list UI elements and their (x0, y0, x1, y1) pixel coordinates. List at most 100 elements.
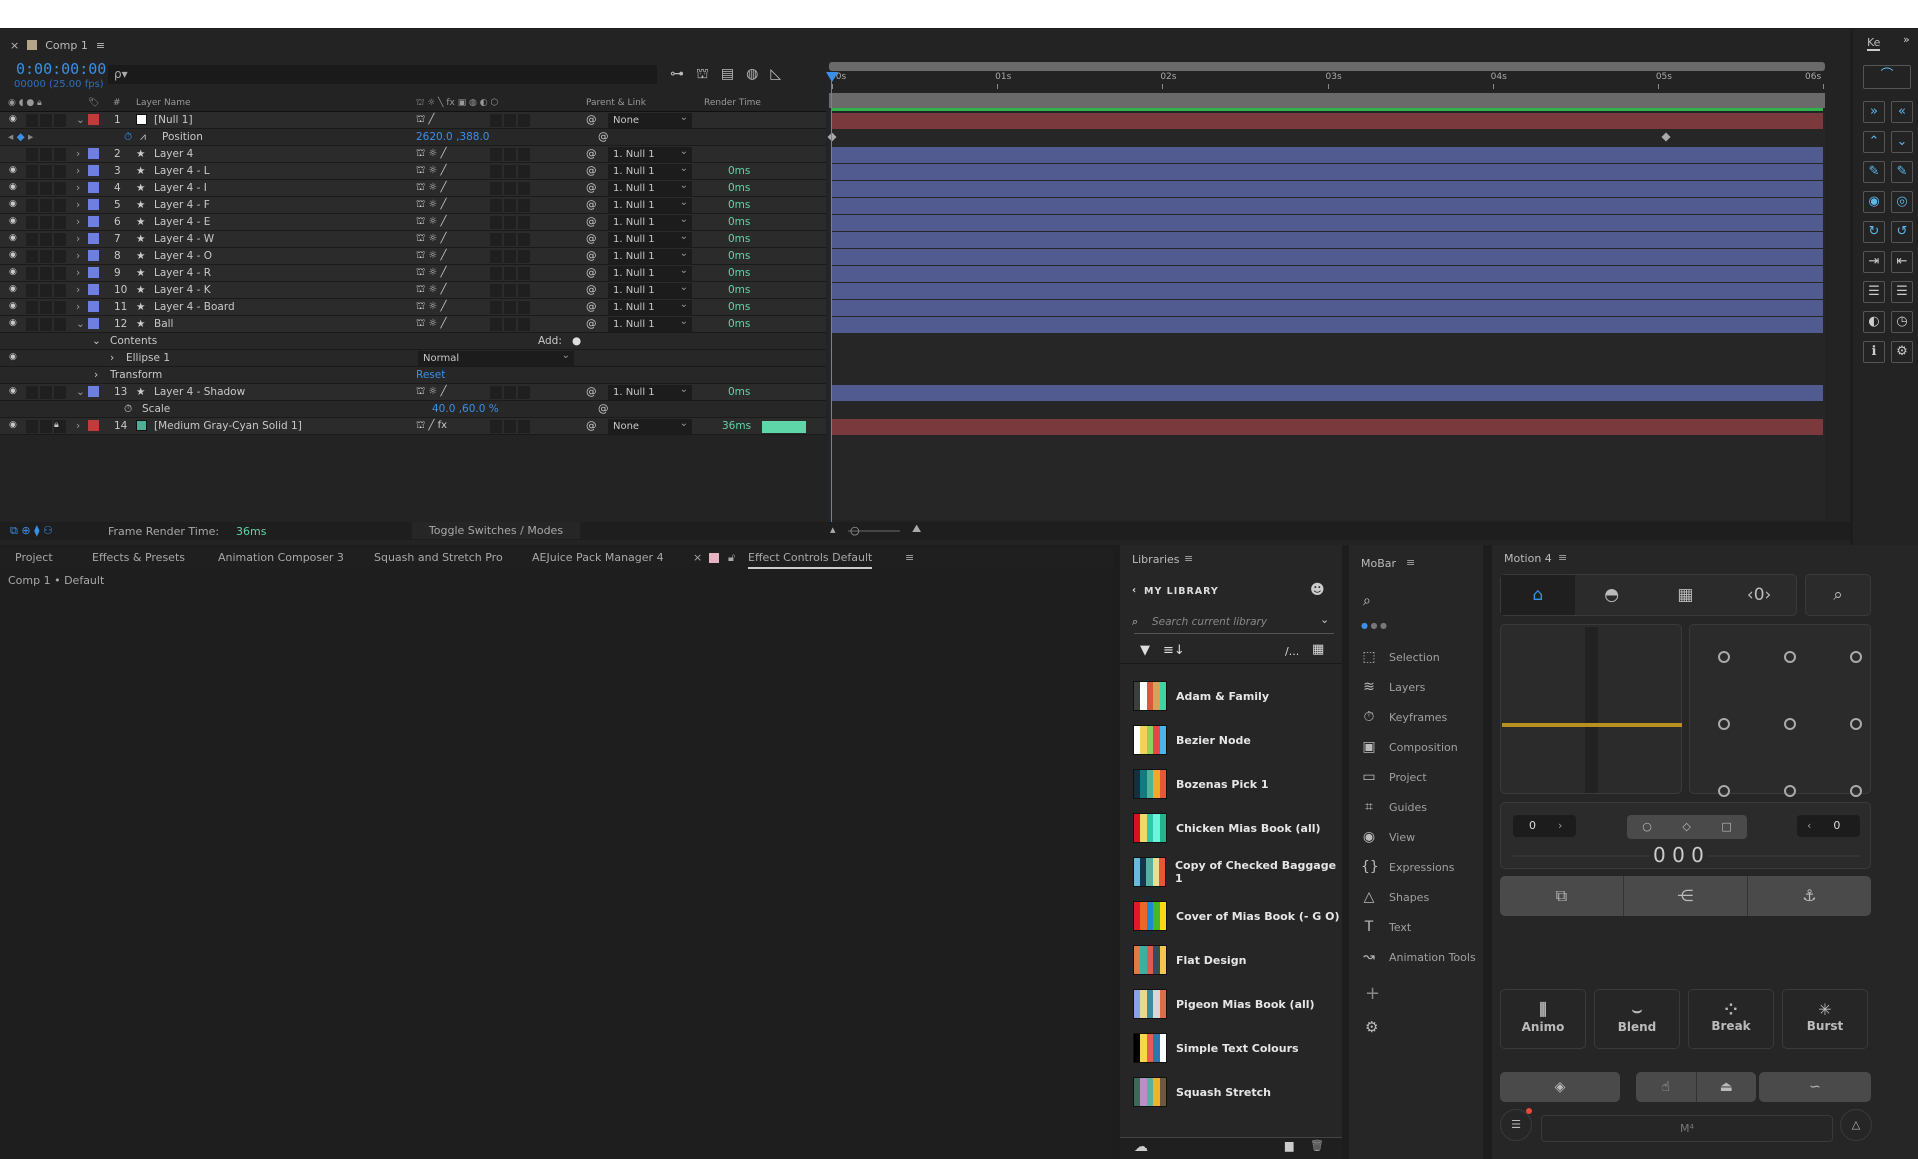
menu-icon[interactable]: ≡ (905, 551, 915, 564)
parent-dropdown[interactable]: 1. Null 1 (608, 314, 692, 332)
layer-duration-bar[interactable] (832, 147, 1823, 163)
circle-icon[interactable]: ○ (1642, 820, 1652, 833)
list-icon[interactable]: ☰ (1863, 281, 1885, 303)
parent-dropdown[interactable]: 1. Null 1 (608, 246, 692, 264)
tab-animation-composer[interactable]: Animation Composer 3 (218, 551, 344, 564)
position-value[interactable]: 2620.0 ,388.0 (416, 131, 490, 143)
motion-blur-icon[interactable]: ◍ (746, 66, 759, 82)
eye-off-icon[interactable]: ◎ (1891, 191, 1913, 213)
scale-value[interactable]: 40.0 ,60.0 % (432, 403, 499, 415)
break-button[interactable]: ⁘ Break (1688, 989, 1774, 1049)
graph-editor-icon[interactable]: ◺ (770, 66, 782, 82)
layer-row[interactable]: ◉ › 8 ★ Layer 4 - O ⛫ ☼ ╱ @ 1. Null 1 0m… (0, 246, 826, 265)
parent-dropdown[interactable]: 1. Null 1 (608, 195, 692, 213)
layer-row[interactable]: ◉ ⌄ 1 [Null 1] ⛫ ╱ @ None (0, 110, 826, 129)
chevron-down-icon[interactable]: ⌄ (76, 114, 85, 126)
layer-duration-bar[interactable] (832, 164, 1823, 180)
chevron-right-icon[interactable]: › (76, 199, 81, 211)
zoom-out-icon[interactable]: ▴ (830, 523, 836, 536)
anchor-grid[interactable] (1689, 624, 1871, 797)
mobar-item-project[interactable]: ▭ Project (1361, 767, 1426, 787)
label-color[interactable] (88, 267, 99, 278)
chevron-right-icon[interactable]: › (76, 216, 81, 228)
mobar-item-guides[interactable]: ⌗ Guides (1361, 797, 1427, 817)
move-right-icon[interactable]: ⇥ (1863, 251, 1885, 273)
mobar-item-keyframes[interactable]: ⏱ Keyframes (1361, 707, 1448, 727)
anchor-point-option[interactable] (1718, 718, 1730, 730)
parent-dropdown[interactable]: None (608, 110, 692, 128)
eye-icon[interactable]: ◉ (9, 165, 17, 175)
ease-graph[interactable] (1500, 624, 1682, 794)
edit-icon[interactable]: ✎ (1863, 161, 1885, 183)
tab-project[interactable]: Project (15, 551, 53, 564)
stopwatch-icon[interactable]: ⏱ (124, 403, 133, 415)
tab-effect-controls[interactable]: Effect Controls Default (748, 551, 873, 569)
eye-icon[interactable]: ◉ (9, 318, 17, 328)
fan-icon[interactable]: ◈ (1500, 1072, 1620, 1102)
layer-name[interactable]: Layer 4 (154, 148, 194, 160)
parent-dropdown[interactable]: 1. Null 1 (608, 382, 692, 400)
expand-icon[interactable]: » (1903, 33, 1910, 46)
library-item[interactable]: Bozenas Pick 1 (1133, 766, 1269, 802)
layer-switch-icons[interactable]: ⛫ ☼ ╱ (416, 182, 447, 193)
layer-duration-bar[interactable] (832, 419, 1823, 435)
chevron-down-icon[interactable]: ⌄ (76, 386, 85, 398)
anchor-icon[interactable]: ⚓︎ (1802, 886, 1817, 905)
parent-dropdown[interactable]: None (608, 416, 692, 434)
frame-blending-icon[interactable]: ▤ (720, 66, 735, 82)
parent-dropdown[interactable]: 1. Null 1 (608, 161, 692, 179)
eye-icon[interactable]: ◉ (9, 420, 17, 430)
folder-icon[interactable]: ▆ (1285, 1139, 1294, 1152)
layer-duration-bar[interactable] (832, 215, 1823, 231)
search-icon[interactable]: ⌕ (1363, 593, 1371, 609)
time-navigator[interactable] (829, 62, 1825, 71)
playhead-handle[interactable] (826, 72, 838, 82)
eye-icon[interactable]: ◉ (9, 301, 17, 311)
anchor-point-option[interactable] (1850, 651, 1862, 663)
pickwhip-icon[interactable]: @ (586, 250, 597, 262)
info-icon[interactable]: ℹ (1863, 341, 1885, 363)
library-item[interactable]: Chicken Mias Book (all) (1133, 810, 1321, 846)
page-dots[interactable]: ● ● ● (1361, 621, 1388, 630)
ease-slider[interactable] (1502, 723, 1682, 727)
mobar-item-animation-tools[interactable]: ↝ Animation Tools (1361, 947, 1476, 967)
diamond-icon[interactable]: ◇ (1682, 820, 1691, 833)
ease-down-icon[interactable]: ⌄ (1891, 131, 1913, 153)
time-ruler[interactable]: 00s 01s 02s 03s 04s 05s 06s (829, 62, 1825, 98)
left-value[interactable]: 0 (1529, 819, 1536, 832)
layer-row[interactable]: ◉ › 9 ★ Layer 4 - R ⛫ ☼ ╱ @ 1. Null 1 0m… (0, 263, 826, 282)
layer-row[interactable]: ◉ › 4 ★ Layer 4 - I ⛫ ☼ ╱ @ 1. Null 1 0m… (0, 178, 826, 197)
layer-row[interactable]: ◉ › 3 ★ Layer 4 - L ⛫ ☼ ╱ @ 1. Null 1 0m… (0, 161, 826, 180)
settings-icon[interactable]: ⚙ (1365, 1018, 1379, 1036)
back-icon[interactable]: ‹ (1132, 585, 1137, 596)
pickwhip-icon[interactable]: @ (586, 148, 597, 160)
graph-icon[interactable]: ⩘ (140, 131, 146, 143)
layer-switch-icons[interactable]: ⛫ ☼ ╱ (416, 199, 447, 210)
property-row[interactable]: ◉ › Ellipse 1 Normal (0, 348, 826, 367)
property-row[interactable]: › Transform Reset (0, 367, 826, 384)
library-item[interactable]: Pigeon Mias Book (all) (1133, 986, 1315, 1022)
triangle-icon[interactable]: △ (1840, 1109, 1872, 1141)
layer-search-input[interactable]: ρ▾ (108, 65, 657, 84)
pointer-icon[interactable]: ☝ (1636, 1072, 1697, 1102)
layer-name[interactable]: Layer 4 - W (154, 233, 215, 245)
label-color[interactable] (88, 301, 99, 312)
playhead[interactable] (831, 72, 832, 522)
layer-name[interactable]: Layer 4 - L (154, 165, 210, 177)
lock-icon[interactable]: 🔒︎ (54, 420, 59, 430)
library-item[interactable]: Flat Design (1133, 942, 1246, 978)
search-icon[interactable]: ⌕ (1805, 574, 1871, 616)
layer-name[interactable]: Layer 4 - Board (154, 301, 235, 313)
chevron-right-icon[interactable]: › (76, 148, 81, 160)
layer-row[interactable]: ◉ ⌄ 12 ★ Ball ⛫ ☼ ╱ @ 1. Null 1 0ms (0, 314, 826, 333)
list-alt-icon[interactable]: ☰ (1891, 281, 1913, 303)
ease-in-icon[interactable]: » (1863, 101, 1885, 123)
chevron-right-icon[interactable]: › (76, 420, 81, 432)
eye-icon[interactable]: ◉ (9, 114, 17, 124)
layer-duration-bar[interactable] (832, 198, 1823, 214)
trash-icon[interactable]: 🗑︎ (1310, 1139, 1324, 1152)
layer-switch-icons[interactable]: ⛫ ☼ ╱ (416, 148, 447, 159)
layer-switch-icons[interactable]: ⛫ ╱ fx (416, 420, 448, 431)
mobar-item-shapes[interactable]: △ Shapes (1361, 887, 1430, 907)
add-button-icon[interactable]: ● (572, 335, 582, 347)
